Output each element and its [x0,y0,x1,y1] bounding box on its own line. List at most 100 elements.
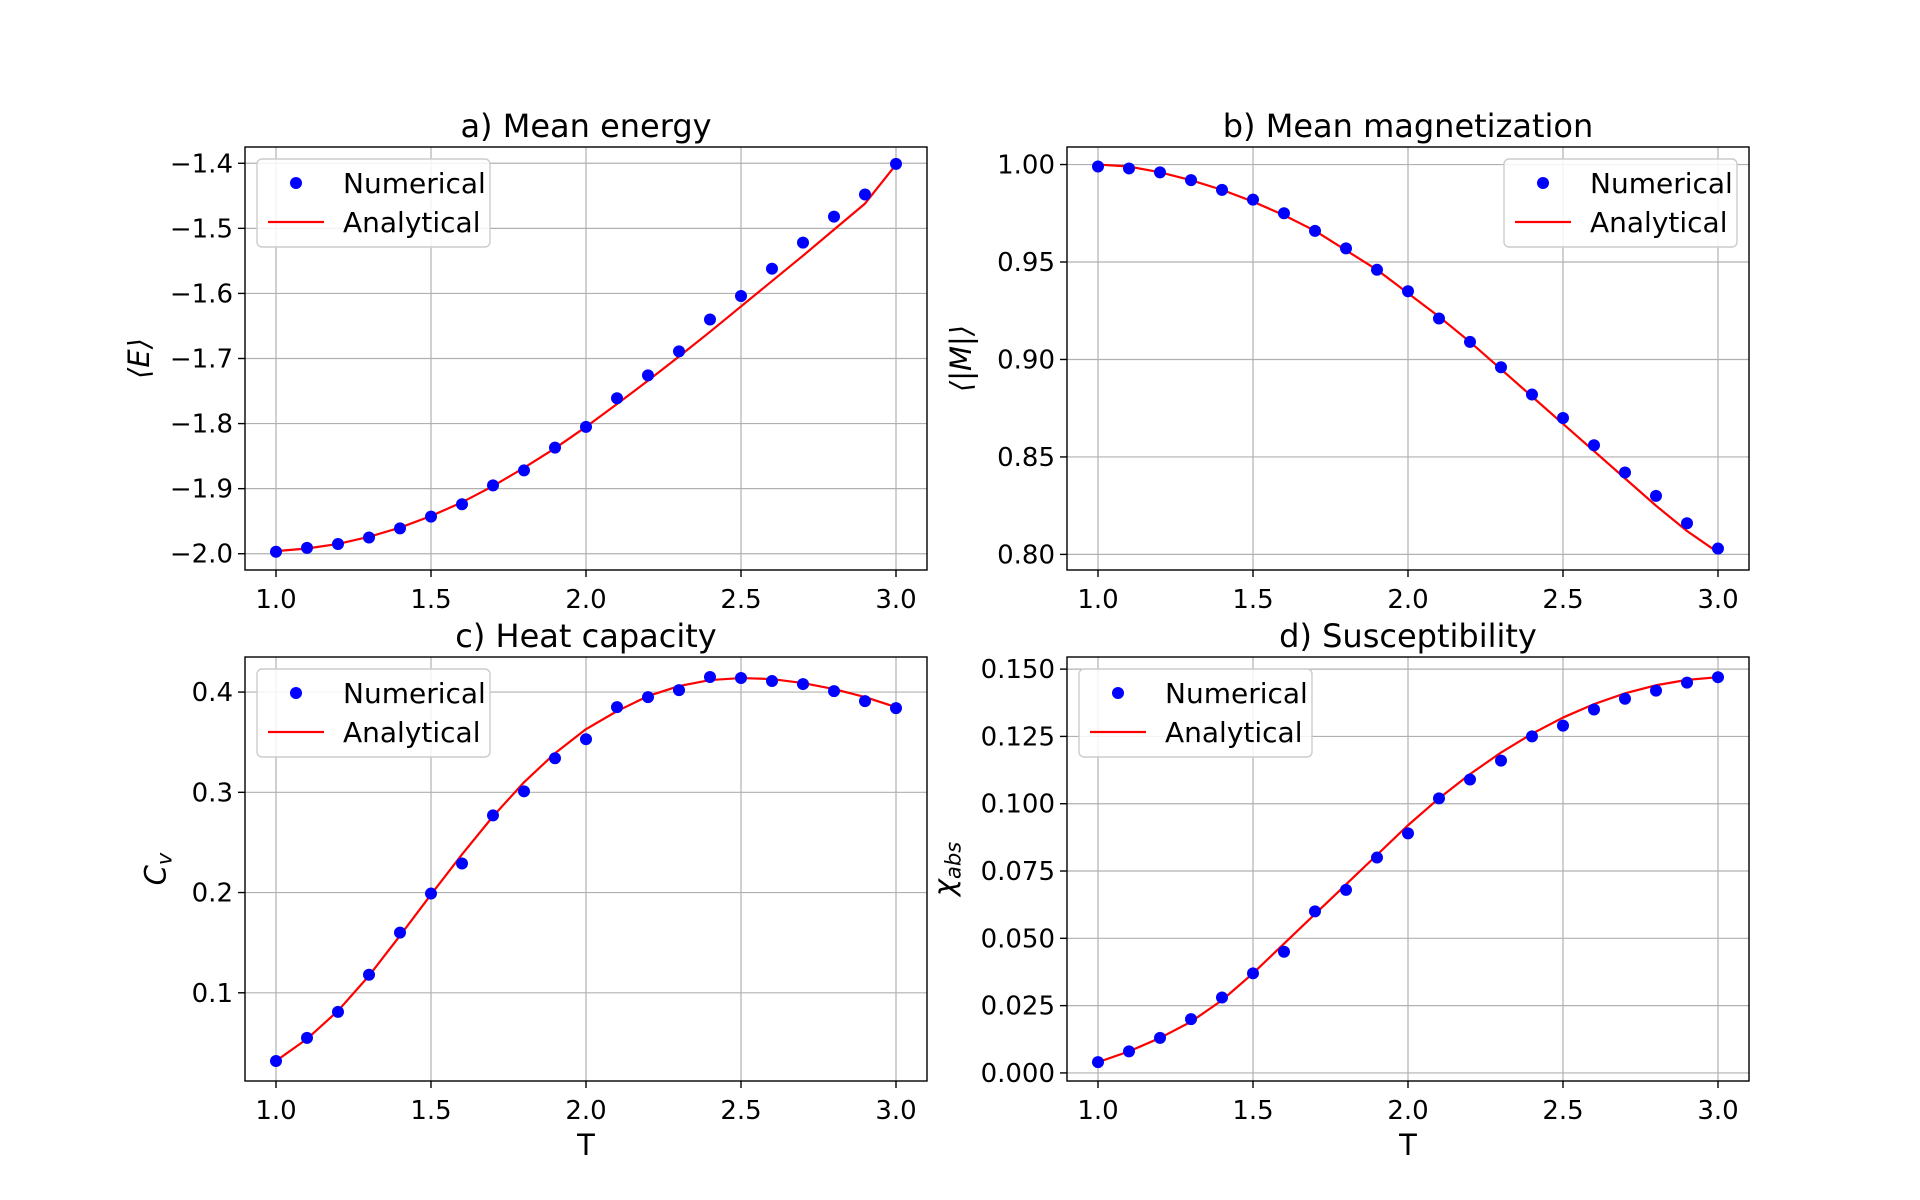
numerical-point [890,157,902,170]
legend-label-analytical: Analytical [343,716,481,749]
y-tick-label: 0.95 [997,248,1055,278]
numerical-point [1216,183,1228,196]
x-tick-label: 1.5 [410,1096,451,1126]
numerical-point [1340,883,1352,896]
legend-frame [256,668,491,758]
numerical-point [704,671,716,684]
x-tick-label: 3.0 [1697,585,1738,615]
y-tick-label: −1.6 [170,279,233,309]
numerical-point [704,313,716,326]
y-axis-label-main: ⟨E⟩ [122,338,156,379]
numerical-point [270,1054,282,1067]
x-tick-label: 2.5 [1542,1096,1583,1126]
numerical-point [1371,851,1383,864]
numerical-point [1526,388,1538,401]
numerical-point [859,188,871,201]
numerical-point [611,392,623,405]
legend-label-numerical: Numerical [343,167,486,200]
y-tick-label: 0.100 [981,790,1055,820]
numerical-point [1123,1045,1135,1058]
y-axis-label: ⟨E⟩ [122,338,156,379]
numerical-point [518,785,530,798]
numerical-point [1247,193,1259,206]
legend-label-numerical: Numerical [343,677,486,710]
numerical-point [1309,224,1321,237]
legend: Numerical Analytical [256,668,491,758]
numerical-point [1433,312,1445,325]
legend: Numerical Analytical [256,158,491,248]
numerical-point [363,968,375,981]
x-tick-label: 1.5 [1232,585,1273,615]
numerical-point [487,479,499,492]
numerical-point [1650,489,1662,502]
numerical-point [1495,754,1507,767]
numerical-point [425,887,437,900]
numerical-point [301,1031,313,1044]
x-tick-label: 1.5 [1232,1096,1273,1126]
analytical-line [1097,676,1719,1064]
numerical-point [1526,730,1538,743]
y-tick-label: 0.2 [192,879,233,909]
numerical-point [1619,692,1631,705]
x-tick-label: 2.0 [565,1096,606,1126]
y-tick-label: −1.4 [170,149,233,179]
numerical-point [828,210,840,223]
legend-label-numerical: Numerical [1165,677,1308,710]
numerical-point [456,857,468,870]
numerical-point [394,522,406,535]
numerical-point [1216,991,1228,1004]
y-tick-label: −1.8 [170,410,233,440]
numerical-point [611,701,623,714]
numerical-point [766,675,778,688]
numerical-point [642,369,654,382]
y-tick-label: 0.000 [981,1059,1055,1089]
numerical-point [301,541,313,554]
legend-frame [256,158,491,248]
subplot-d: 1.0 1.5 2.0 2.5 3.0 0.000 0.025 0.050 0.075 0.100… [928,617,1750,1162]
numerical-point [1185,174,1197,187]
numerical-point [549,441,561,454]
x-tick-label: 1.0 [255,1096,296,1126]
numerical-point [1433,792,1445,805]
numerical-point [1092,160,1104,173]
numerical-point [1402,827,1414,840]
y-axis-label-subscript: abs [942,842,966,879]
x-tick-label: 2.5 [720,585,761,615]
subplot-a: 1.0 1.5 2.0 2.5 3.0 −2.0 −1.9 −1.8 −1.7 −1.6 −1.5 −… [122,107,928,615]
numerical-point [642,691,654,704]
legend-marker-numerical [290,177,302,189]
numerical-point [425,510,437,523]
numerical-point [1681,517,1693,530]
y-axis-label-main: C [139,864,173,885]
x-tick-label: 1.0 [1077,585,1118,615]
numerical-point [1712,542,1724,555]
subplot-title: a) Mean energy [460,107,711,145]
numerical-point [1464,773,1476,786]
x-tick-label: 1.5 [410,585,451,615]
y-tick-label: 0.075 [981,857,1055,887]
numerical-point [332,1005,344,1018]
y-axis-label-subscript: v [153,852,177,865]
x-tick-label: 3.0 [875,585,916,615]
numerical-point [518,464,530,477]
subplot-title: c) Heat capacity [455,617,716,655]
y-axis-label: ⟨|M|⟩ [944,325,978,392]
numerical-point [1371,263,1383,276]
numerical-point [1588,439,1600,452]
y-axis-label: Cv [139,852,177,885]
legend: Numerical Analytical [1503,158,1738,248]
legend-label-analytical: Analytical [1165,716,1303,749]
y-tick-label: 0.85 [997,443,1055,473]
y-tick-label: 0.050 [981,924,1055,954]
numerical-point [549,752,561,765]
y-tick-label: 0.125 [981,722,1055,752]
y-axis-label-main: ⟨|M|⟩ [944,325,978,392]
numerical-point [1650,684,1662,697]
x-axis-label: T [576,1128,595,1162]
numerical-point [673,684,685,697]
numerical-point [456,498,468,511]
y-tick-label: 0.150 [981,655,1055,685]
numerical-point [1092,1056,1104,1069]
numerical-point [1340,242,1352,255]
